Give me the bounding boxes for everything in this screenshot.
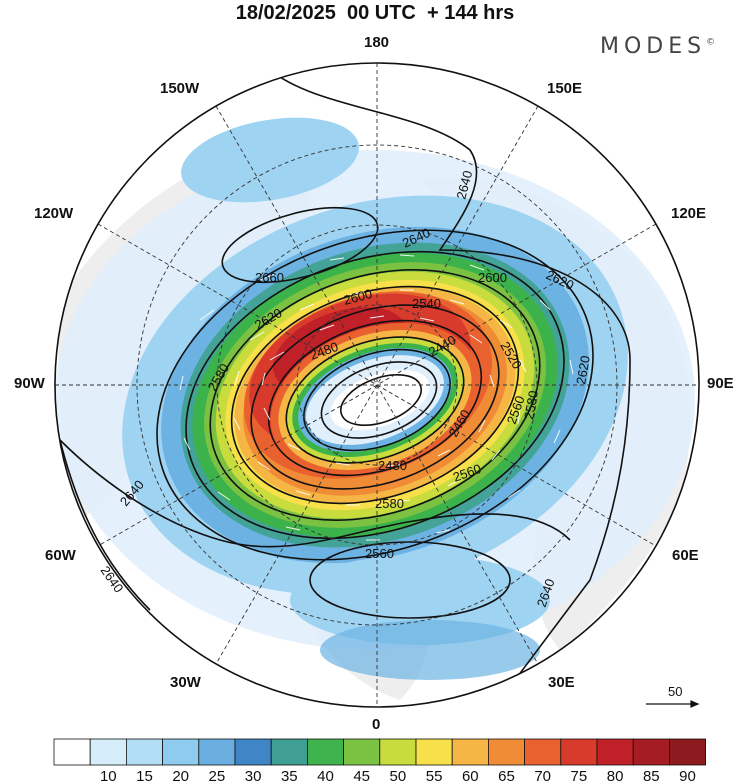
height-contours — [59, 69, 631, 701]
lon-label-30w: 30W — [170, 674, 201, 691]
lon-label-60e: 60E — [672, 547, 699, 564]
contour-label: 2540 — [412, 296, 441, 311]
shade-lobe-north — [181, 117, 359, 203]
colorbar-swatch — [451, 738, 489, 766]
colorbar-swatch — [126, 738, 164, 766]
contour-label: 2480 — [378, 458, 407, 473]
colorbar-tick-label: 25 — [209, 768, 226, 782]
contour-2580 — [209, 268, 541, 522]
reference-vector-arrow — [646, 700, 700, 708]
contour-label: 2580 — [375, 496, 404, 511]
contour-2600 — [185, 250, 565, 540]
colorbar-swatch — [343, 738, 381, 766]
contour-2560 — [230, 285, 520, 505]
lon-label-60w: 60W — [45, 547, 76, 564]
lon-label-30e: 30E — [548, 674, 575, 691]
contour-label: 2600 — [478, 270, 507, 285]
colorbar-tick-label: 50 — [390, 768, 407, 782]
colorbar-swatch — [53, 738, 91, 766]
colorbar-swatch — [198, 738, 236, 766]
contour-label: 2600 — [342, 286, 374, 308]
colorbar-swatch — [632, 738, 670, 766]
colorbar-tick-label: 85 — [643, 768, 660, 782]
contour-2640-south — [59, 439, 571, 548]
reference-vector-label: 50 — [668, 684, 683, 699]
colorbar-tick-label: 20 — [172, 768, 189, 782]
colorbar-swatch — [306, 738, 344, 766]
colorbar-swatch — [596, 738, 634, 766]
colorbar-tick-label: 70 — [534, 768, 551, 782]
latitude-ring-2 — [216, 224, 538, 546]
lon-label-120w: 120W — [34, 205, 74, 222]
contour-2640-east — [269, 69, 631, 701]
graticule — [55, 63, 699, 707]
colorbar-tick-label: 15 — [136, 768, 153, 782]
contour-label: 2640 — [453, 169, 475, 201]
vector-ring-1 — [233, 289, 527, 506]
contour-2480 — [303, 348, 451, 452]
contour-label: 2580 — [521, 389, 541, 420]
copyright-mark: © — [706, 37, 716, 48]
contour-2640-west — [59, 439, 151, 611]
lon-label-0: 0 — [372, 716, 381, 733]
contour-2620 — [156, 229, 594, 561]
colorbar-swatch — [379, 738, 417, 766]
colorbar-swatch — [669, 738, 707, 766]
colorbar-tick-label: 30 — [245, 768, 262, 782]
brand-name: MODES — [600, 34, 707, 59]
meridian-120e-60w — [97, 223, 657, 547]
vector-ring-2 — [261, 315, 495, 467]
colorbar-swatch — [524, 738, 562, 766]
contour-label: 2620 — [573, 354, 593, 385]
colorbar-tick-label: 65 — [498, 768, 515, 782]
contour-label: 2560 — [365, 546, 394, 561]
colorbar-tick-label: 90 — [679, 768, 696, 782]
colorbar-tick-label: 75 — [571, 768, 588, 782]
colorbar-swatch — [487, 738, 525, 766]
contour-2500 — [285, 336, 465, 464]
colorbar-swatch — [415, 738, 453, 766]
wind-vectors — [179, 254, 574, 541]
lon-label-180: 180 — [364, 34, 390, 51]
colorbar-tick-label: 10 — [100, 768, 117, 782]
lon-label-90w: 90W — [14, 375, 45, 392]
colorbar: 10 15 20 25 30 35 40 45 50 55 60 65 70 75 80 85 90 — [53, 738, 707, 782]
brand-logo: MODES© — [600, 34, 715, 59]
contour-label: 2660 — [255, 270, 284, 285]
colorbar-swatch — [162, 738, 200, 766]
contour-2520 — [267, 319, 483, 477]
shade-lobe-south-2 — [320, 620, 540, 680]
contour-2540 — [250, 304, 500, 490]
lon-label-90e: 90E — [707, 375, 734, 392]
colorbar-swatch — [270, 738, 308, 766]
map-border — [54, 62, 700, 708]
colorbar-swatch — [89, 738, 127, 766]
colorbar-tick-label: 35 — [281, 768, 298, 782]
vector-ring-3 — [179, 254, 574, 541]
colorbar-tick-label: 45 — [353, 768, 370, 782]
colorbar-tick-label: 60 — [462, 768, 479, 782]
colorbar-swatch — [234, 738, 272, 766]
colorbar-swatch — [560, 738, 598, 766]
colorbar-tick-label: 55 — [426, 768, 443, 782]
lon-label-120e: 120E — [671, 205, 707, 222]
shade-core — [330, 369, 430, 431]
lon-label-150w: 150W — [160, 80, 200, 97]
colorbar-tick-label: 40 — [317, 768, 334, 782]
lon-label-150e: 150E — [547, 80, 583, 97]
colorbar-tick-label: 80 — [607, 768, 624, 782]
shade-lobe-south — [290, 555, 550, 645]
map-title: 18/02/2025 00 UTC + 144 hrs — [235, 2, 515, 24]
